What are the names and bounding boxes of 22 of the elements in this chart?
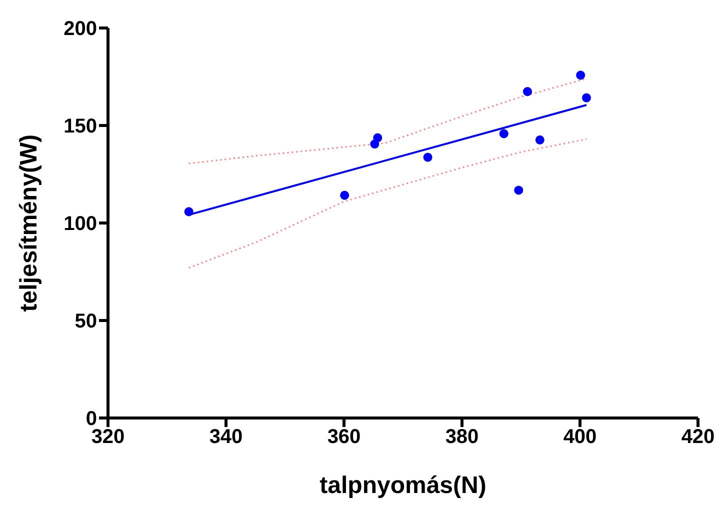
point [499, 129, 508, 138]
x-tick-label: 340 [209, 426, 243, 448]
point [522, 87, 532, 96]
x-tick-label: 360 [327, 426, 361, 448]
y-tick-label: 150 [64, 116, 97, 138]
x-tick-label: 400 [563, 426, 597, 448]
point [340, 190, 350, 200]
x-axis-title: talpnyomás(N) [320, 472, 486, 499]
line-series [188, 138, 588, 269]
point [576, 70, 586, 80]
point [582, 93, 592, 102]
y-tick-label: 50 [74, 310, 97, 333]
point [184, 207, 194, 216]
point [514, 186, 524, 195]
x-tick-label: 380 [445, 426, 479, 448]
y-tick-label: 200 [64, 18, 97, 40]
point [535, 135, 544, 144]
x-tick-label: 420 [681, 426, 715, 448]
y-axis-title: teljesítmény(W) [16, 134, 43, 312]
point [373, 133, 382, 142]
y-tick-label: 100 [64, 213, 97, 236]
point [423, 152, 432, 162]
